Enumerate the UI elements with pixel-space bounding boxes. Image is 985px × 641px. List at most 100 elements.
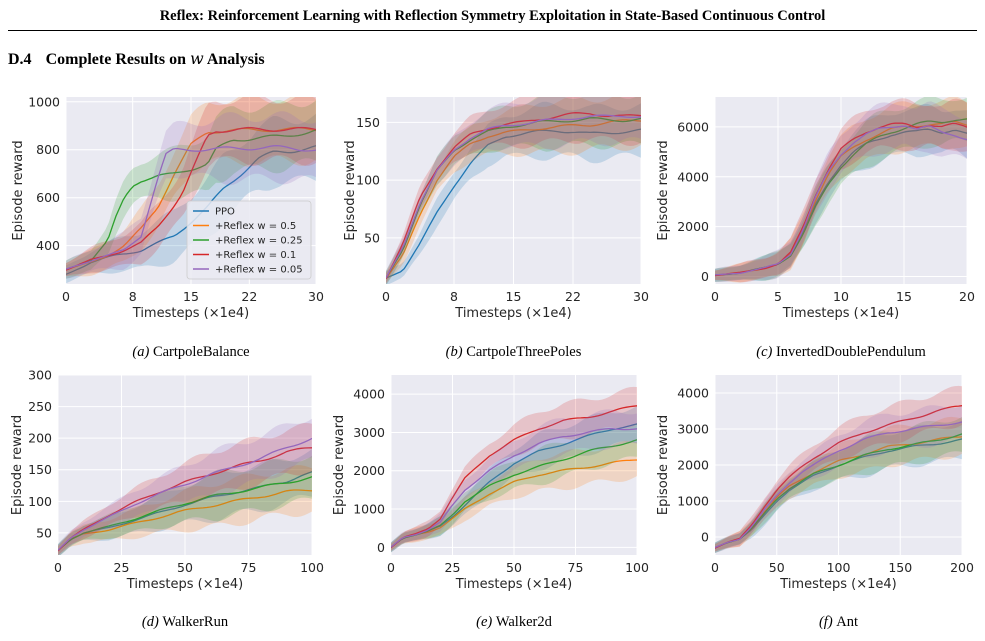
chart-panel-c: 0 5 10 15 20 0 2000 4000 6000 Timesteps (×1e4) Epi… xyxy=(656,97,975,360)
y-axis-label: Episode reward xyxy=(656,140,671,240)
series-band-3 xyxy=(58,455,312,555)
x-tick-label: 15 xyxy=(896,289,912,304)
chart-panel-d: 0 25 50 75 100 50 100 150 200 250 300 Timesteps (×1… xyxy=(10,368,324,631)
y-tick-label: 150 xyxy=(356,115,380,130)
series-band-5 xyxy=(58,418,312,555)
y-tick-label: 250 xyxy=(28,399,52,414)
panel-caption-name: WalkerRun xyxy=(162,614,228,630)
x-tick-label: 75 xyxy=(568,560,584,575)
x-tick-label: 25 xyxy=(114,560,130,575)
series-band-4 xyxy=(58,423,312,555)
section-heading: D.4 Complete Results on w Analysis xyxy=(8,49,265,69)
x-tick-label: 50 xyxy=(506,560,522,575)
series-line-3 xyxy=(715,433,962,549)
x-tick-label: 50 xyxy=(177,560,193,575)
series-band-3 xyxy=(386,97,641,284)
y-tick-label: 300 xyxy=(28,368,52,383)
panel-caption: (a) CartpoleBalance xyxy=(132,344,249,360)
legend: PPO +Reflex w = 0.5 +Reflex w = 0.25 +Refle… xyxy=(186,200,312,280)
x-tick-label: 100 xyxy=(300,560,324,575)
legend-entry-label: +Reflex w = 0.1 xyxy=(215,250,296,261)
series-band-3 xyxy=(715,97,967,282)
panel-caption-name: Walker2d xyxy=(496,614,553,630)
panel-caption-label: (d) xyxy=(142,614,163,630)
y-tick-label: 0 xyxy=(701,530,709,545)
y-tick-label: 600 xyxy=(36,190,60,205)
panel-caption-label: (f) xyxy=(819,614,836,630)
series-line-5 xyxy=(58,437,312,551)
series-band-1 xyxy=(715,420,962,553)
series-line-3 xyxy=(391,439,637,548)
series-band-4 xyxy=(391,386,637,551)
x-tick-label: 0 xyxy=(387,560,395,575)
y-axis-label: Episode reward xyxy=(656,415,671,515)
panel-caption: (b) CartpoleThreePoles xyxy=(446,344,582,360)
series-line-3 xyxy=(58,476,312,551)
x-axis-label: Timesteps (×1e4) xyxy=(126,577,243,592)
y-tick-label: 50 xyxy=(364,230,380,245)
series-band-1 xyxy=(715,103,967,282)
series-band-4 xyxy=(715,98,967,283)
x-tick-label: 22 xyxy=(565,289,581,304)
series-line-5 xyxy=(391,427,637,548)
series-band-3 xyxy=(715,416,962,554)
series-band-2 xyxy=(715,416,962,552)
series-line-5 xyxy=(66,144,316,270)
x-tick-label: 30 xyxy=(633,289,649,304)
section-number: D.4 xyxy=(8,51,32,68)
y-tick-label: 2000 xyxy=(353,463,385,478)
running-header: Reflex: Reinforcement Learning with Refl… xyxy=(159,8,826,24)
series-group xyxy=(715,97,967,283)
panel-caption-name: Ant xyxy=(836,614,858,630)
y-tick-label: 1000 xyxy=(28,94,60,109)
series-group xyxy=(715,385,962,554)
y-axis-label: Episode reward xyxy=(11,140,26,240)
y-tick-label: 6000 xyxy=(677,119,709,134)
y-axis-label: Episode reward xyxy=(343,140,358,240)
x-tick-label: 10 xyxy=(833,289,849,304)
series-band-1 xyxy=(391,406,637,553)
x-tick-label: 0 xyxy=(62,289,70,304)
y-tick-label: 800 xyxy=(36,142,60,157)
chart-panel-b: 0 8 15 22 30 50 100 150 Timesteps (×1e4) Episode … xyxy=(343,97,649,360)
y-tick-label: 1000 xyxy=(353,502,385,517)
x-axis-label: Timesteps (×1e4) xyxy=(132,306,249,321)
series-line-5 xyxy=(715,421,962,549)
section-title-prefix: Complete Results on xyxy=(45,51,186,68)
series-band-2 xyxy=(386,97,641,284)
series-line-2 xyxy=(391,459,637,549)
series-line-2 xyxy=(58,489,312,552)
series-band-5 xyxy=(386,97,641,284)
legend-entry-label: +Reflex w = 0.05 xyxy=(215,265,303,276)
x-axis-label: Timesteps (×1e4) xyxy=(779,577,896,592)
legend-box xyxy=(186,200,312,280)
x-axis-label: Timesteps (×1e4) xyxy=(782,306,899,321)
x-tick-label: 8 xyxy=(129,289,137,304)
series-band-5 xyxy=(715,101,967,283)
x-tick-label: 22 xyxy=(241,289,257,304)
series-group xyxy=(391,386,637,553)
section-title-suffix: Analysis xyxy=(206,51,265,68)
x-tick-label: 20 xyxy=(959,289,975,304)
panel-caption-label: (e) xyxy=(476,614,496,630)
y-tick-label: 1000 xyxy=(677,494,709,509)
y-tick-label: 2000 xyxy=(677,458,709,473)
series-line-4 xyxy=(715,405,962,549)
series-line-5 xyxy=(715,125,967,276)
x-tick-label: 0 xyxy=(382,289,390,304)
y-tick-label: 0 xyxy=(377,540,385,555)
legend-entry-label: +Reflex w = 0.5 xyxy=(215,221,296,232)
series-band-5 xyxy=(715,405,962,553)
panel-caption-label: (c) xyxy=(756,344,776,360)
panel-caption: (e) Walker2d xyxy=(476,614,552,630)
x-tick-label: 150 xyxy=(888,560,912,575)
x-tick-label: 200 xyxy=(950,560,974,575)
y-tick-label: 3000 xyxy=(353,425,385,440)
series-group xyxy=(66,97,316,284)
x-tick-label: 100 xyxy=(827,560,851,575)
y-tick-label: 100 xyxy=(28,494,52,509)
series-band-3 xyxy=(66,100,316,279)
series-band-2 xyxy=(715,97,967,283)
